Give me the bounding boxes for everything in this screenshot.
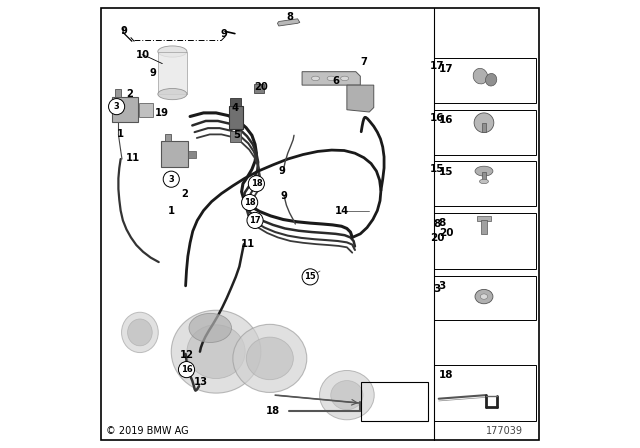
- Text: 16: 16: [439, 115, 453, 125]
- Text: 18: 18: [439, 370, 453, 380]
- Polygon shape: [277, 19, 300, 26]
- Bar: [481, 220, 486, 234]
- Circle shape: [242, 194, 258, 211]
- FancyBboxPatch shape: [111, 97, 138, 122]
- Ellipse shape: [158, 88, 187, 99]
- Ellipse shape: [475, 166, 493, 176]
- Text: 8: 8: [434, 219, 441, 229]
- Ellipse shape: [312, 76, 319, 81]
- Ellipse shape: [475, 289, 493, 304]
- Text: 3: 3: [114, 102, 120, 111]
- Ellipse shape: [158, 46, 187, 57]
- Bar: [165, 134, 171, 141]
- Text: 3: 3: [434, 284, 441, 294]
- Text: 1: 1: [117, 129, 124, 138]
- Ellipse shape: [127, 319, 152, 346]
- Circle shape: [179, 362, 195, 378]
- Text: 15: 15: [430, 164, 445, 174]
- Text: 18: 18: [244, 198, 255, 207]
- Text: 12: 12: [179, 350, 193, 360]
- Bar: [482, 123, 486, 132]
- Circle shape: [247, 212, 263, 228]
- FancyBboxPatch shape: [161, 141, 188, 167]
- Bar: [230, 131, 241, 142]
- Text: 3: 3: [168, 175, 174, 184]
- FancyBboxPatch shape: [228, 106, 243, 129]
- Text: 7: 7: [360, 57, 367, 67]
- Bar: [158, 52, 187, 94]
- Text: 9: 9: [220, 29, 227, 39]
- Circle shape: [109, 99, 125, 115]
- Bar: [477, 216, 491, 221]
- Ellipse shape: [189, 314, 232, 342]
- Text: 11: 11: [241, 239, 255, 249]
- Circle shape: [474, 113, 494, 133]
- Text: 11: 11: [125, 153, 140, 163]
- Text: 6: 6: [332, 76, 339, 86]
- Text: 13: 13: [195, 377, 208, 387]
- Text: 20: 20: [430, 233, 445, 243]
- Text: 17: 17: [439, 64, 453, 73]
- Text: 3: 3: [439, 281, 446, 291]
- Ellipse shape: [187, 325, 245, 379]
- Ellipse shape: [122, 312, 158, 353]
- Bar: [253, 84, 264, 93]
- Text: 1: 1: [168, 207, 175, 216]
- Text: 19: 19: [156, 108, 170, 118]
- Text: 17: 17: [430, 61, 445, 71]
- Text: 18: 18: [266, 406, 280, 416]
- Bar: [361, 382, 428, 421]
- Bar: [115, 89, 120, 97]
- Ellipse shape: [246, 337, 293, 379]
- Text: 9: 9: [120, 26, 127, 36]
- Text: 15: 15: [439, 167, 453, 177]
- Text: 15: 15: [304, 272, 316, 281]
- Ellipse shape: [479, 179, 488, 184]
- Text: 4: 4: [231, 103, 239, 113]
- Bar: [435, 161, 536, 206]
- Bar: [188, 151, 196, 158]
- Circle shape: [302, 269, 318, 285]
- Text: 20: 20: [254, 82, 268, 92]
- Ellipse shape: [319, 370, 374, 420]
- Bar: [435, 58, 536, 103]
- Ellipse shape: [486, 73, 497, 86]
- Bar: [435, 276, 536, 320]
- Ellipse shape: [481, 294, 488, 299]
- Text: 17: 17: [249, 216, 261, 225]
- Ellipse shape: [233, 324, 307, 392]
- Text: 14: 14: [334, 206, 349, 215]
- Circle shape: [163, 171, 179, 187]
- Text: 9: 9: [281, 191, 287, 201]
- Bar: [435, 365, 536, 421]
- Bar: [482, 172, 486, 181]
- Polygon shape: [347, 85, 374, 112]
- Text: 177039: 177039: [486, 426, 522, 436]
- Text: 18: 18: [251, 179, 262, 188]
- Bar: [435, 110, 536, 155]
- Text: 10: 10: [136, 50, 150, 60]
- Text: © 2019 BMW AG: © 2019 BMW AG: [106, 426, 189, 436]
- Text: 5: 5: [234, 130, 241, 140]
- Ellipse shape: [340, 76, 349, 81]
- Circle shape: [248, 176, 264, 192]
- Ellipse shape: [331, 381, 363, 409]
- Ellipse shape: [473, 69, 488, 84]
- Text: 2: 2: [181, 189, 188, 198]
- Text: 16: 16: [430, 113, 445, 123]
- Bar: [140, 103, 153, 117]
- Bar: [230, 98, 241, 106]
- Text: 8
20: 8 20: [439, 218, 453, 238]
- Text: 9: 9: [150, 68, 156, 78]
- Text: 16: 16: [180, 365, 193, 374]
- Ellipse shape: [172, 310, 261, 393]
- Polygon shape: [302, 72, 360, 85]
- Text: 2: 2: [126, 89, 133, 99]
- Text: 9: 9: [278, 166, 285, 176]
- Text: 8: 8: [286, 12, 293, 22]
- Ellipse shape: [327, 76, 335, 81]
- Bar: [435, 213, 536, 269]
